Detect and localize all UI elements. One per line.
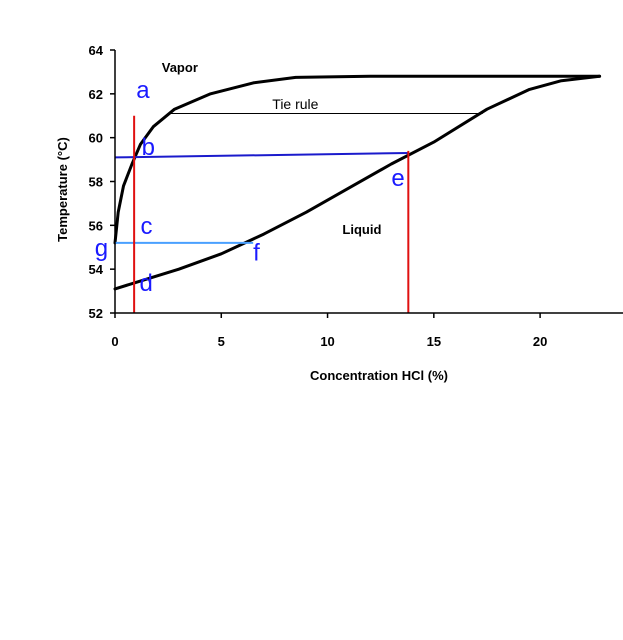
y-tick-label: 58: [89, 175, 103, 190]
x-tick-label: 0: [111, 334, 118, 349]
plot-area: [113, 74, 602, 313]
point-d-label: d: [139, 270, 152, 297]
region-vapor-label: Vapor: [162, 60, 198, 75]
y-tick-label: 64: [89, 43, 104, 58]
liquid-curve: [113, 74, 602, 291]
y-tick-label: 56: [89, 218, 103, 233]
y-axis-label: Temperature (°C): [55, 137, 70, 242]
x-tick-label: 20: [533, 334, 547, 349]
point-b-label: b: [142, 134, 155, 161]
x-tick-label: 10: [320, 334, 334, 349]
vapor-curve: [113, 74, 602, 245]
point-g-label: g: [95, 235, 108, 262]
point-a-label: a: [136, 77, 150, 104]
y-tick-label: 60: [89, 131, 103, 146]
line-b-e-line: [114, 152, 409, 159]
y-tick-label: 52: [89, 306, 103, 321]
x-tick-label: 15: [427, 334, 441, 349]
tie-rule-label-label: Tie rule: [272, 96, 318, 112]
axes: Concentration HCl (%) Temperature (°C) 5…: [55, 43, 623, 383]
y-tick-label: 62: [89, 87, 103, 102]
region-liquid-label: Liquid: [342, 222, 381, 237]
point-e-label: e: [391, 165, 404, 192]
y-tick-label: 54: [89, 262, 104, 277]
point-f-label: f: [253, 239, 260, 266]
x-tick-label: 5: [218, 334, 225, 349]
x-axis-label: Concentration HCl (%): [310, 368, 448, 383]
annotations: Vapor Liquid Tie rule a b e c g f d: [95, 60, 405, 297]
point-c-label: c: [141, 213, 153, 240]
